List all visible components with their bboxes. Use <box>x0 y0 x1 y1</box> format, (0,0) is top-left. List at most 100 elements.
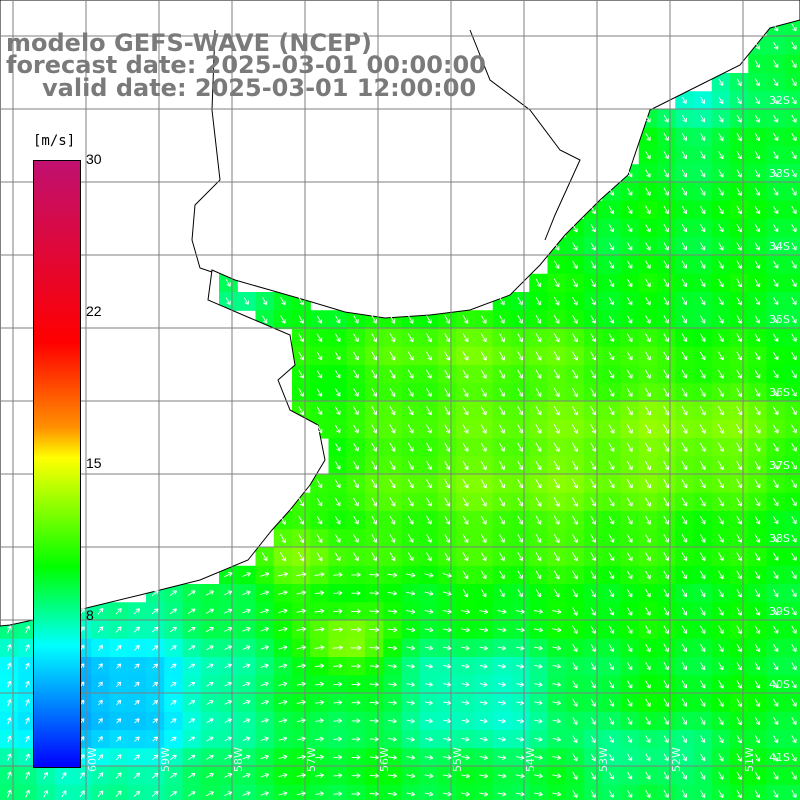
wind-arrow <box>718 460 724 471</box>
wind-arrow <box>773 643 779 652</box>
wind-arrow <box>389 552 396 562</box>
wind-arrow <box>718 351 724 361</box>
wind-arrow <box>590 643 596 652</box>
wind-arrow <box>626 387 633 397</box>
wind-arrow <box>552 609 562 615</box>
wind-arrow <box>152 736 159 742</box>
wind-arrow <box>517 369 524 379</box>
colorbar-tick-22: 22 <box>86 303 102 319</box>
wind-arrow <box>772 424 779 434</box>
wind-arrow <box>242 663 251 669</box>
wind-arrow <box>736 278 742 288</box>
wind-speed-cell <box>511 784 530 800</box>
wind-arrow <box>316 333 323 342</box>
wind-arrow <box>681 333 688 342</box>
wind-arrow <box>700 151 706 160</box>
wind-arrow <box>335 333 341 342</box>
wind-arrow <box>681 297 688 306</box>
wind-arrow <box>115 754 122 761</box>
wind-arrow <box>608 497 615 507</box>
wind-arrow <box>425 682 433 687</box>
wind-arrow <box>572 351 578 361</box>
lat-label-33s: 33S <box>769 167 790 180</box>
wind-arrow <box>426 479 432 489</box>
wind-arrow <box>736 497 743 507</box>
wind-arrow <box>736 662 742 671</box>
wind-arrow <box>590 388 597 397</box>
wind-arrow <box>187 791 196 797</box>
wind-arrow <box>700 187 706 196</box>
wind-arrow <box>517 479 524 489</box>
wind-arrow <box>187 772 196 779</box>
wind-arrow <box>627 224 633 233</box>
wind-arrow <box>499 497 505 507</box>
wind-arrow <box>590 771 596 780</box>
wind-arrow <box>681 607 688 616</box>
lon-label-58w: 58W <box>232 747 245 772</box>
wind-arrow <box>517 589 523 598</box>
wind-arrow <box>571 478 578 489</box>
wind-arrow <box>351 663 361 669</box>
wind-arrow <box>461 700 470 706</box>
wind-arrow <box>260 608 270 614</box>
wind-arrow <box>791 589 797 598</box>
wind-arrow <box>298 551 305 562</box>
wind-speed-cell <box>784 675 800 695</box>
wind-arrow <box>590 534 596 543</box>
wind-arrow <box>754 479 761 489</box>
wind-arrow <box>296 608 306 614</box>
wind-arrow <box>134 736 140 742</box>
wind-arrow <box>25 699 30 706</box>
wind-arrow <box>590 662 596 671</box>
wind-arrow <box>718 552 724 561</box>
wind-arrow <box>534 773 543 779</box>
wind-arrow <box>461 645 470 651</box>
wind-arrow <box>644 478 651 489</box>
wind-arrow <box>242 772 251 778</box>
wind-arrow <box>700 224 706 233</box>
wind-arrow <box>626 351 633 361</box>
wind-arrow <box>572 387 578 397</box>
wind-arrow <box>97 736 103 742</box>
wind-arrow <box>681 790 687 798</box>
wind-arrow <box>681 552 688 561</box>
wind-arrow <box>479 609 489 615</box>
wind-arrow <box>572 333 578 343</box>
wind-arrow <box>718 315 724 324</box>
wind-arrow <box>296 663 306 669</box>
wind-arrow <box>387 590 398 596</box>
wind-arrow <box>590 589 596 598</box>
wind-arrow <box>517 333 524 343</box>
wind-arrow <box>590 625 596 634</box>
wind-arrow <box>572 643 578 652</box>
wind-arrow <box>408 315 414 324</box>
wind-arrow <box>25 753 30 761</box>
wind-arrow <box>424 572 434 578</box>
wind-arrow <box>736 442 743 452</box>
wind-arrow <box>280 533 286 543</box>
wind-arrow <box>369 791 379 797</box>
wind-arrow <box>25 625 30 634</box>
wind-arrow <box>718 625 724 634</box>
wind-arrow <box>754 735 761 744</box>
wind-speed-cell <box>127 602 147 622</box>
wind-arrow <box>681 169 687 178</box>
wind-arrow <box>515 773 525 779</box>
wind-speed-cell <box>784 511 800 530</box>
wind-arrow <box>444 515 451 525</box>
wind-arrow <box>681 479 688 489</box>
wind-arrow <box>791 169 797 178</box>
wind-arrow <box>681 625 688 634</box>
wind-speed-cell <box>237 784 257 800</box>
wind-arrow <box>608 680 615 689</box>
wind-arrow <box>590 242 596 251</box>
wind-arrow <box>315 681 324 687</box>
wind-speed-cell <box>127 657 147 676</box>
wind-arrow <box>791 607 797 616</box>
wind-arrow <box>773 23 779 32</box>
wind-arrow <box>260 572 270 577</box>
wind-arrow <box>369 609 380 614</box>
wind-arrow <box>316 315 323 324</box>
wind-arrow <box>224 590 233 596</box>
wind-arrow <box>663 643 669 653</box>
